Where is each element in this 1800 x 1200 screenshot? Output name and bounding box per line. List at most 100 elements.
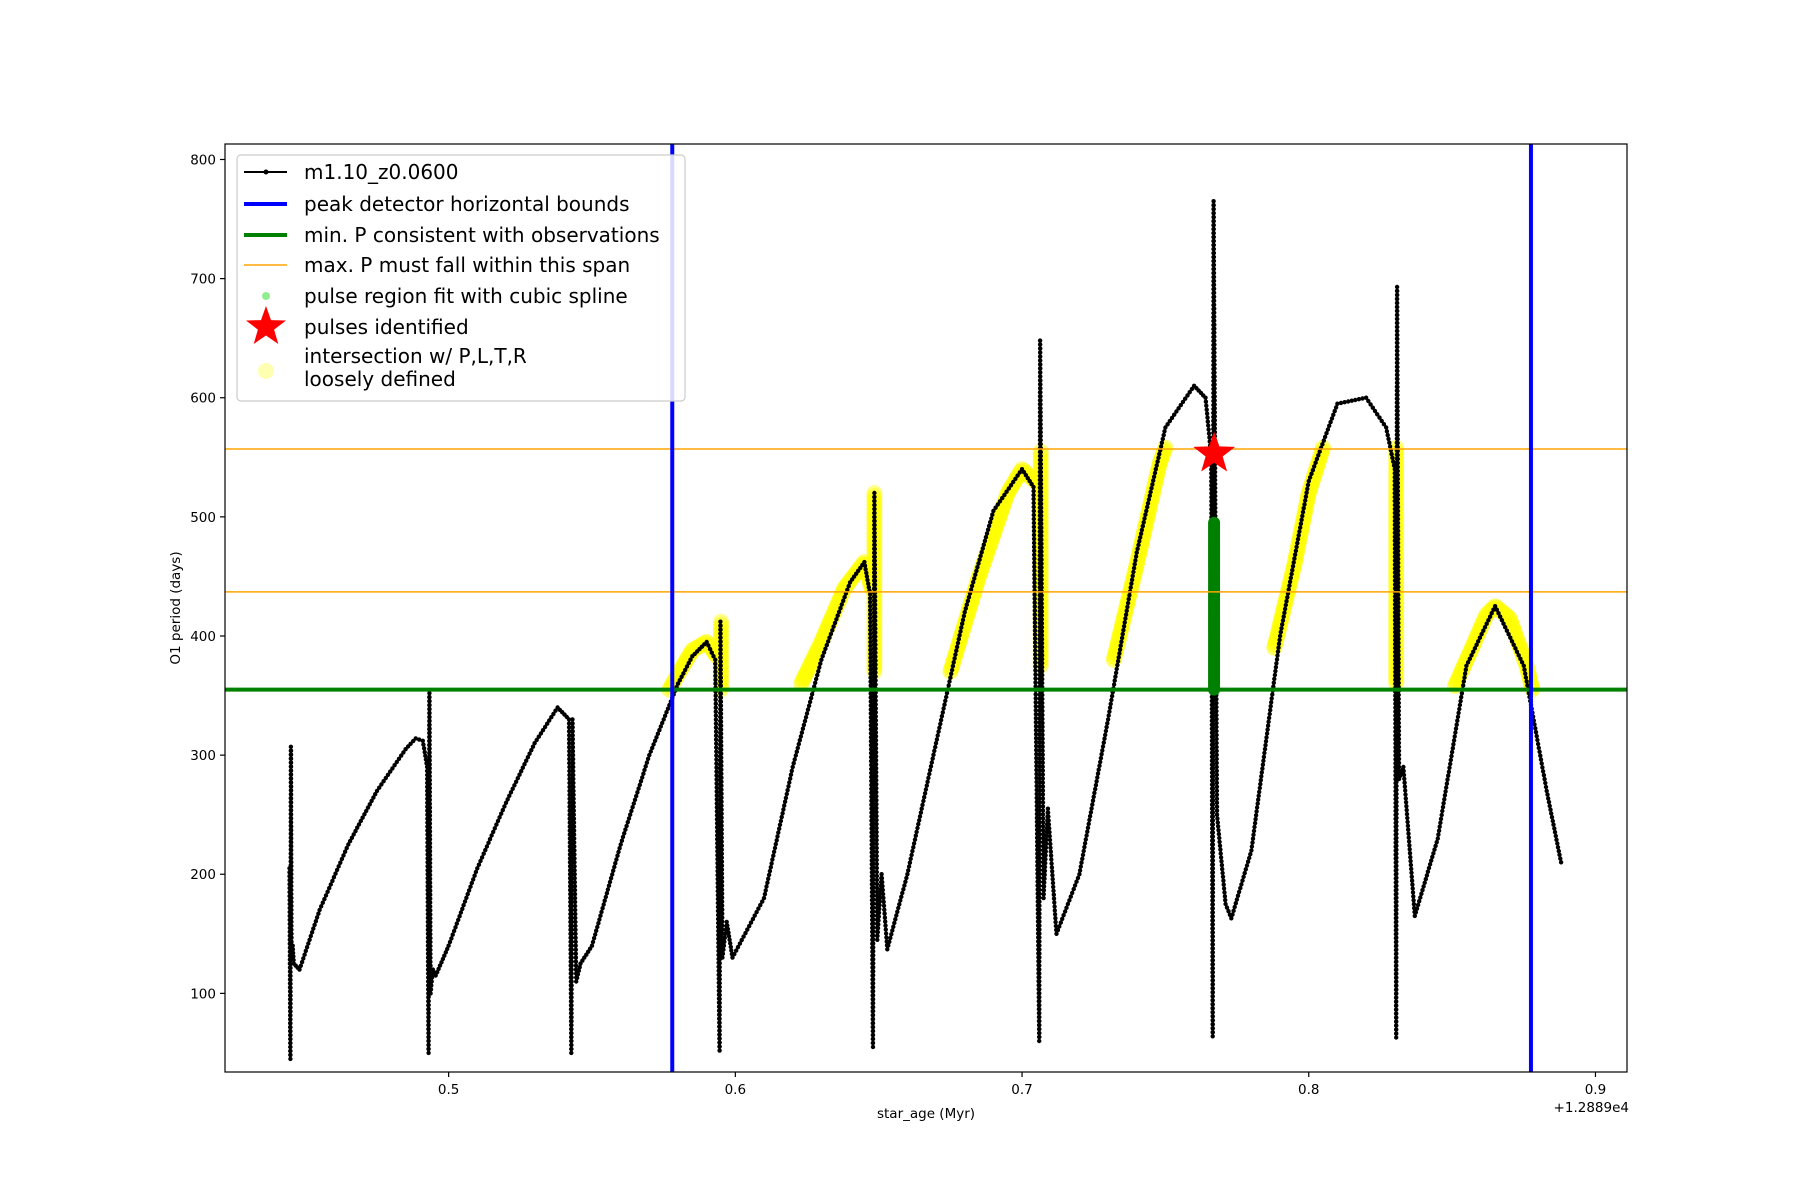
model-point	[1450, 746, 1456, 751]
model-point	[392, 763, 397, 768]
model-point	[1033, 732, 1039, 737]
model-point	[764, 884, 769, 889]
model-point	[426, 1030, 431, 1036]
model-point	[1040, 728, 1045, 733]
model-point	[1037, 999, 1042, 1004]
model-point	[428, 951, 433, 957]
model-point	[1395, 412, 1400, 418]
model-point	[772, 845, 778, 851]
model-point	[1210, 902, 1216, 907]
model-point	[718, 671, 723, 676]
model-point	[1214, 752, 1219, 758]
model-point	[360, 815, 365, 820]
model-point	[1128, 585, 1133, 590]
model-point	[1558, 860, 1564, 865]
model-point	[1091, 794, 1096, 799]
model-point	[1079, 860, 1084, 865]
model-point	[290, 950, 296, 956]
model-point	[428, 900, 433, 905]
model-point	[288, 1013, 293, 1018]
model-point	[1331, 412, 1336, 417]
model-point	[573, 955, 579, 960]
model-point	[1090, 802, 1095, 807]
model-point	[289, 875, 294, 881]
model-point	[1523, 675, 1529, 680]
model-point	[1218, 847, 1223, 852]
model-point	[643, 764, 648, 769]
model-point	[1395, 404, 1400, 410]
model-point	[1211, 230, 1216, 236]
model-point	[1047, 833, 1052, 839]
model-point	[288, 772, 294, 777]
model-point	[915, 825, 920, 831]
model-point	[655, 731, 661, 736]
model-point	[872, 594, 878, 599]
model-point	[684, 664, 690, 669]
model-point	[718, 711, 724, 716]
model-point	[1210, 802, 1216, 807]
model-point	[873, 694, 878, 699]
model-point	[1064, 905, 1069, 910]
model-point	[1210, 858, 1216, 863]
model-point	[1281, 614, 1286, 619]
model-point	[1395, 440, 1400, 446]
model-point	[1204, 411, 1210, 416]
model-point	[614, 857, 619, 862]
model-point	[426, 1002, 431, 1008]
model-point	[570, 721, 575, 726]
model-point	[1396, 672, 1401, 678]
model-point	[1211, 206, 1216, 212]
model-point	[426, 1014, 431, 1020]
legend-label: pulse region fit with cubic spline	[304, 284, 628, 308]
model-point	[1429, 858, 1434, 863]
model-point	[1394, 911, 1399, 916]
model-point	[1288, 575, 1294, 581]
model-point	[428, 959, 433, 964]
model-point	[901, 887, 906, 892]
model-point	[954, 644, 960, 650]
model-point	[880, 891, 886, 897]
model-point	[1263, 739, 1269, 744]
model-point	[1039, 656, 1045, 662]
model-point	[806, 703, 812, 708]
model-point	[1537, 749, 1542, 754]
model-point	[573, 963, 579, 968]
model-point	[883, 923, 888, 928]
model-point	[622, 831, 627, 836]
model-point	[872, 546, 877, 552]
model-point	[1395, 408, 1400, 414]
model-point	[719, 839, 724, 844]
model-point	[323, 893, 329, 898]
model-point	[963, 606, 968, 611]
model-point	[940, 710, 945, 715]
model-point	[288, 804, 294, 809]
model-point	[871, 953, 876, 958]
y-tick-label: 800	[190, 152, 216, 168]
model-point	[1037, 975, 1042, 980]
model-point	[1258, 781, 1263, 787]
model-point	[798, 734, 804, 739]
model-point	[864, 570, 869, 576]
model-point	[440, 956, 446, 962]
model-point	[1394, 296, 1400, 302]
model-point	[1221, 882, 1226, 887]
model-point	[638, 779, 644, 784]
model-point	[1113, 670, 1119, 675]
model-point	[289, 824, 294, 829]
model-point	[873, 714, 878, 719]
model-point	[456, 917, 461, 923]
model-point	[718, 627, 723, 632]
model-point	[1218, 851, 1223, 856]
model-point	[1214, 728, 1219, 734]
model-point	[1441, 801, 1446, 806]
model-point	[713, 661, 718, 666]
model-point	[1216, 828, 1221, 833]
model-point	[1053, 923, 1059, 929]
model-point	[1178, 402, 1184, 408]
model-point	[722, 935, 727, 940]
model-point	[761, 895, 767, 901]
model-point	[1395, 460, 1401, 466]
model-point	[462, 899, 468, 904]
model-point	[1211, 302, 1217, 307]
